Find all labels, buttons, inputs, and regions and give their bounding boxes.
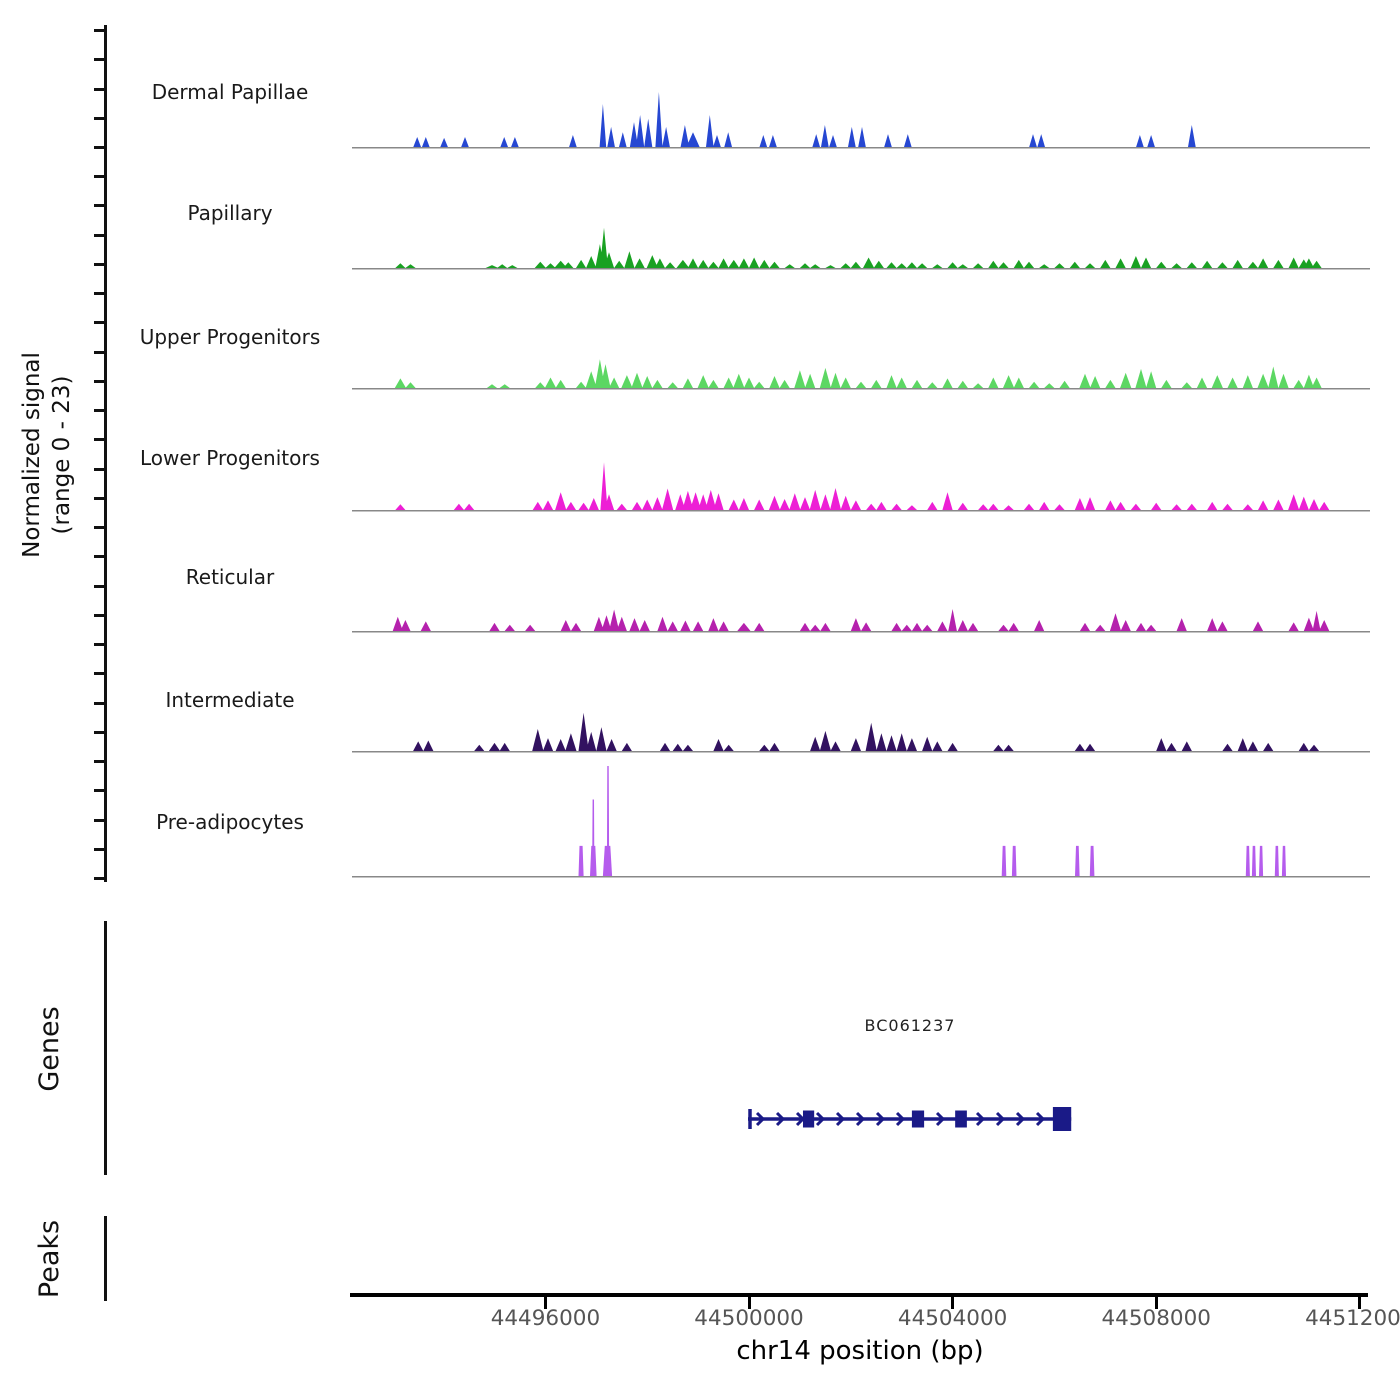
y-axis-tick [94, 292, 105, 296]
y-axis-tick [94, 701, 105, 705]
x-axis-tick-label: 44500000 [694, 1306, 804, 1331]
x-axis-tick [1358, 1297, 1362, 1309]
y-axis-spine [104, 25, 107, 882]
gene-exon [1052, 1107, 1072, 1131]
y-axis-tick [94, 467, 105, 471]
signal-area [413, 712, 1320, 751]
signal-area [392, 609, 1330, 631]
signal-track-pre-adipocytes [352, 766, 1370, 878]
y-axis-label-line2: (range 0 - 23) [49, 375, 75, 535]
x-axis-tick-label: 44512000 [1305, 1306, 1400, 1331]
signal-area [395, 227, 1322, 268]
y-axis-tick [94, 175, 105, 179]
y-axis-tick [94, 58, 105, 62]
y-axis-label: Normalized signal (range 0 - 23) [17, 5, 79, 905]
strand-arrow-icon [1035, 1111, 1046, 1127]
y-axis-tick [94, 262, 105, 266]
y-axis-tick [94, 643, 105, 647]
x-axis-tick [543, 1297, 547, 1309]
y-axis-tick [94, 496, 105, 500]
genes-section-bracket [104, 921, 107, 1175]
y-axis-tick [94, 818, 105, 822]
track-label-lower-progenitors: Lower Progenitors [140, 446, 320, 470]
signal-area [578, 766, 1286, 876]
signal-track-dermal-papillae [352, 92, 1370, 149]
x-axis-tick [747, 1297, 751, 1309]
x-axis-tick [1154, 1297, 1158, 1309]
track-label-pre-adipocytes: Pre-adipocytes [156, 810, 304, 834]
y-axis-tick [94, 379, 105, 383]
peaks-section-label: Peaks [34, 1219, 65, 1299]
y-axis-tick [94, 672, 105, 676]
y-axis-label-line1: Normalized signal [19, 352, 45, 558]
y-axis-tick [94, 877, 105, 880]
y-axis-tick [94, 204, 105, 208]
y-axis-tick [94, 584, 105, 588]
y-axis-tick [94, 789, 105, 793]
x-axis-tick-label: 44496000 [490, 1306, 601, 1331]
signal-area [413, 92, 1196, 147]
y-axis-tick [94, 87, 105, 91]
signal-track-reticular [352, 609, 1370, 633]
gene-exon [802, 1110, 815, 1128]
strand-arrow-icon [855, 1111, 866, 1127]
y-axis-tick [94, 350, 105, 354]
signal-track-papillary [352, 227, 1370, 270]
signal-track-lower-progenitors [352, 462, 1370, 512]
strand-arrow-icon [755, 1111, 766, 1127]
y-axis-tick [94, 438, 105, 442]
track-label-reticular: Reticular [185, 565, 275, 589]
y-axis-tick [94, 847, 105, 851]
gene-exon [955, 1110, 967, 1128]
signal-area [395, 462, 1330, 510]
strand-arrow-icon [935, 1111, 946, 1127]
signal-track-upper-progenitors [352, 359, 1370, 390]
signal-area [394, 359, 1322, 388]
x-axis-tick-label: 44508000 [1101, 1306, 1211, 1331]
gene-name-label: BC061237 [864, 1016, 956, 1035]
gene-exon [911, 1110, 925, 1128]
track-label-dermal-papillae: Dermal Papillae [151, 80, 309, 104]
x-axis-tick [951, 1297, 955, 1309]
y-axis-tick [94, 29, 105, 32]
y-axis-tick [94, 233, 105, 237]
y-axis-tick [94, 116, 105, 120]
x-axis-line [350, 1293, 1368, 1297]
strand-arrow-icon [835, 1111, 846, 1127]
strand-arrow-icon [875, 1111, 886, 1127]
track-label-upper-progenitors: Upper Progenitors [139, 325, 321, 349]
y-axis-tick [94, 555, 105, 559]
strand-arrow-icon [895, 1111, 906, 1127]
y-axis-tick [94, 146, 105, 149]
strand-arrow-icon [975, 1111, 986, 1127]
strand-arrow-icon [995, 1111, 1006, 1127]
y-axis-tick [94, 613, 105, 617]
y-axis-tick [94, 321, 105, 325]
signal-track-intermediate [352, 712, 1370, 753]
peaks-section-bracket [104, 1216, 107, 1301]
y-axis-tick [94, 526, 105, 530]
track-label-intermediate: Intermediate [165, 688, 295, 712]
strand-arrow-icon [1015, 1111, 1026, 1127]
gene-model [748, 1107, 1072, 1131]
strand-arrow-icon [775, 1111, 786, 1127]
strand-arrow-icon [815, 1111, 826, 1127]
y-axis-tick [94, 730, 105, 734]
x-axis-tick-label: 44504000 [897, 1306, 1008, 1331]
track-label-papillary: Papillary [187, 201, 273, 225]
y-axis-tick [94, 760, 105, 763]
y-axis-tick [94, 409, 105, 413]
x-axis-title: chr14 position (bp) [736, 1336, 984, 1366]
